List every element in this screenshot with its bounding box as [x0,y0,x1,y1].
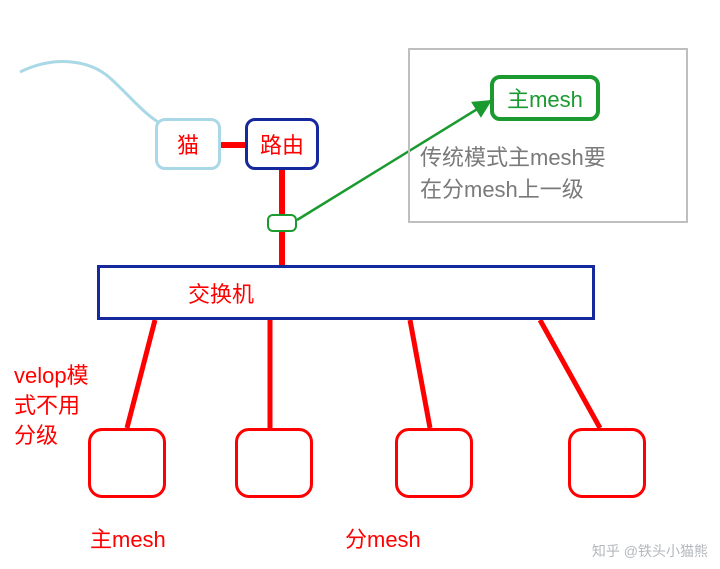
side-note-line2: 式不用 [14,388,80,420]
green-main-mesh-node: 主mesh [490,75,600,121]
annotation-text-line2: 在分mesh上一级 [420,172,584,204]
edge-switch-mesh4 [540,320,600,428]
modem-node: 猫 [155,118,221,170]
green-main-mesh-label: 主mesh [507,82,583,114]
green-small-node [267,214,297,232]
watermark: 知乎 @铁头小猫熊 [592,541,708,561]
bottom-label-sub-mesh: 分mesh [345,522,421,554]
switch-label: 交换机 [188,277,254,309]
router-label: 路由 [260,128,304,160]
internet-line [20,62,158,122]
edge-switch-mesh3 [410,320,430,428]
mesh-box-1 [88,428,166,498]
mesh-box-2 [235,428,313,498]
switch-node: 交换机 [97,265,595,320]
router-node: 路由 [245,118,319,170]
mesh-box-3 [395,428,473,498]
diagram-canvas: 猫 路由 主mesh 传统模式主mesh要 在分mesh上一级 交换机 velo… [0,0,720,569]
side-note-line3: 分级 [14,418,58,450]
mesh-box-4 [568,428,646,498]
side-note-line1: velop模 [14,358,89,390]
bottom-label-main-mesh: 主mesh [90,522,166,554]
annotation-text-line1: 传统模式主mesh要 [420,140,606,172]
edge-switch-mesh1 [127,320,155,428]
modem-label: 猫 [177,128,199,160]
